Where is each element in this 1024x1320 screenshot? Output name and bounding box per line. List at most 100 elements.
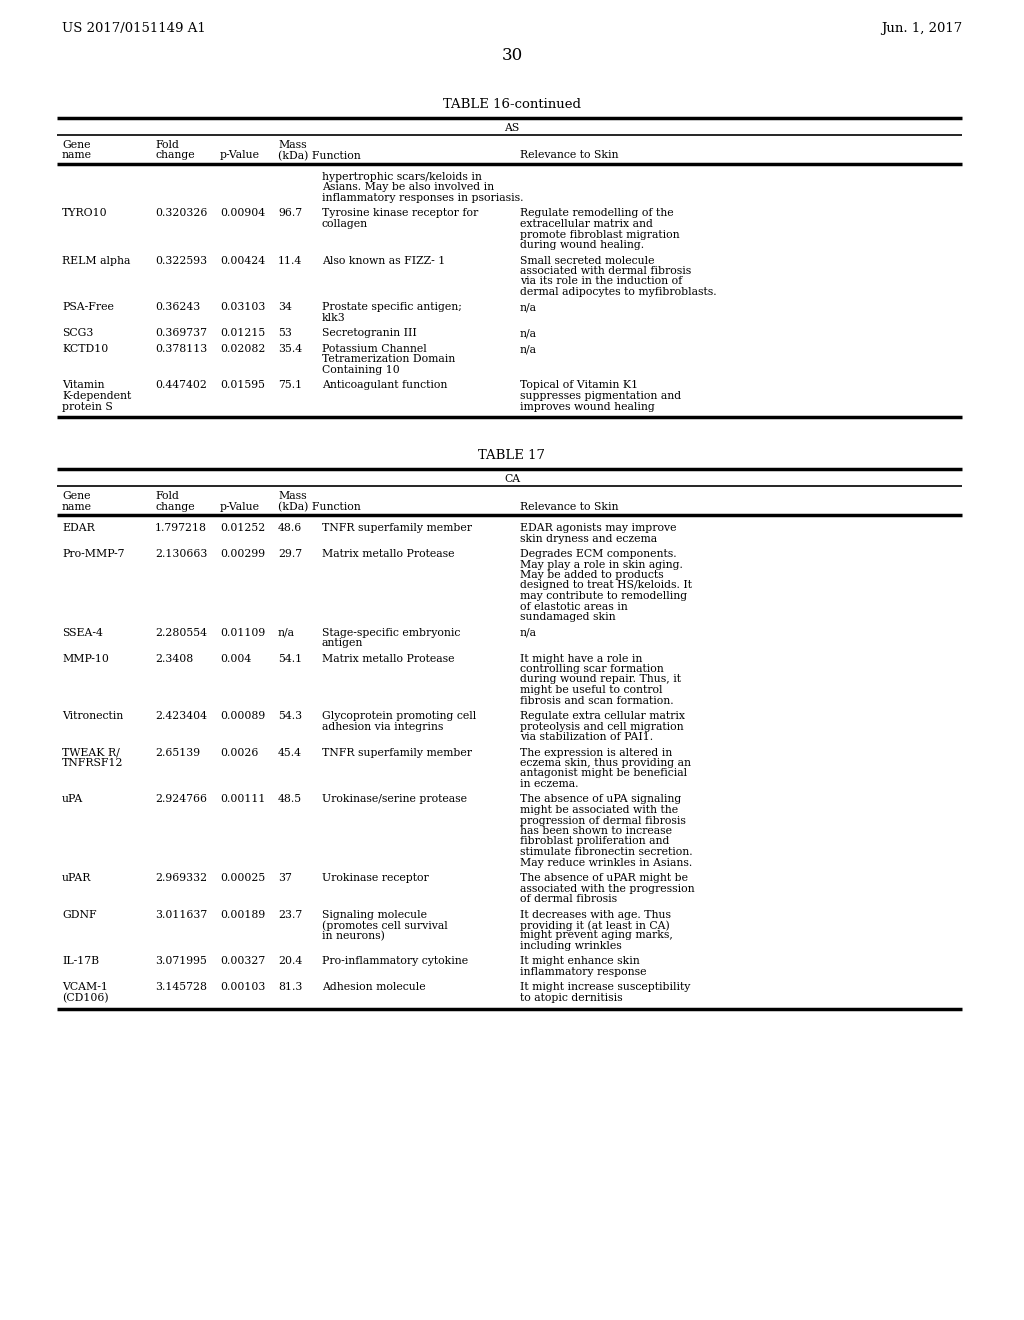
- Text: TYRO10: TYRO10: [62, 209, 108, 219]
- Text: It might have a role in: It might have a role in: [520, 653, 642, 664]
- Text: of elastotic areas in: of elastotic areas in: [520, 602, 628, 611]
- Text: Anticoagulant function: Anticoagulant function: [322, 380, 447, 391]
- Text: 0.01252: 0.01252: [220, 523, 265, 533]
- Text: Secretogranin III: Secretogranin III: [322, 329, 417, 338]
- Text: might be useful to control: might be useful to control: [520, 685, 663, 696]
- Text: eczema skin, thus providing an: eczema skin, thus providing an: [520, 758, 691, 768]
- Text: has been shown to increase: has been shown to increase: [520, 826, 672, 836]
- Text: progression of dermal fibrosis: progression of dermal fibrosis: [520, 816, 686, 825]
- Text: collagen: collagen: [322, 219, 368, 228]
- Text: K-dependent: K-dependent: [62, 391, 131, 401]
- Text: MMP-10: MMP-10: [62, 653, 109, 664]
- Text: Gene: Gene: [62, 140, 90, 150]
- Text: hypertrophic scars/keloids in: hypertrophic scars/keloids in: [322, 172, 482, 182]
- Text: May be added to products: May be added to products: [520, 570, 664, 579]
- Text: Relevance to Skin: Relevance to Skin: [520, 150, 618, 161]
- Text: Glycoprotein promoting cell: Glycoprotein promoting cell: [322, 711, 476, 721]
- Text: Mass: Mass: [278, 140, 306, 150]
- Text: 11.4: 11.4: [278, 256, 302, 265]
- Text: dermal adipocytes to myfibroblasts.: dermal adipocytes to myfibroblasts.: [520, 286, 717, 297]
- Text: 0.369737: 0.369737: [155, 329, 207, 338]
- Text: TNFR superfamily member: TNFR superfamily member: [322, 747, 472, 758]
- Text: 1.797218: 1.797218: [155, 523, 207, 533]
- Text: (kDa) Function: (kDa) Function: [278, 150, 360, 161]
- Text: Vitronectin: Vitronectin: [62, 711, 123, 721]
- Text: fibrosis and scan formation.: fibrosis and scan formation.: [520, 696, 674, 705]
- Text: (promotes cell survival: (promotes cell survival: [322, 920, 447, 931]
- Text: p-Value: p-Value: [220, 502, 260, 511]
- Text: The expression is altered in: The expression is altered in: [520, 747, 672, 758]
- Text: 0.00111: 0.00111: [220, 795, 265, 804]
- Text: may contribute to remodelling: may contribute to remodelling: [520, 591, 687, 601]
- Text: It might enhance skin: It might enhance skin: [520, 957, 640, 966]
- Text: name: name: [62, 502, 92, 511]
- Text: 30: 30: [502, 48, 522, 63]
- Text: (CD106): (CD106): [62, 993, 109, 1003]
- Text: skin dryness and eczema: skin dryness and eczema: [520, 533, 657, 544]
- Text: fibroblast proliferation and: fibroblast proliferation and: [520, 837, 670, 846]
- Text: during wound healing.: during wound healing.: [520, 240, 644, 249]
- Text: Urokinase/serine protease: Urokinase/serine protease: [322, 795, 467, 804]
- Text: Topical of Vitamin K1: Topical of Vitamin K1: [520, 380, 638, 391]
- Text: (kDa) Function: (kDa) Function: [278, 502, 360, 512]
- Text: 0.01215: 0.01215: [220, 329, 265, 338]
- Text: Gene: Gene: [62, 491, 90, 502]
- Text: 2.3408: 2.3408: [155, 653, 194, 664]
- Text: during wound repair. Thus, it: during wound repair. Thus, it: [520, 675, 681, 685]
- Text: 0.00025: 0.00025: [220, 873, 265, 883]
- Text: It might increase susceptibility: It might increase susceptibility: [520, 982, 690, 993]
- Text: change: change: [155, 150, 195, 161]
- Text: n/a: n/a: [520, 345, 537, 354]
- Text: Small secreted molecule: Small secreted molecule: [520, 256, 654, 265]
- Text: Regulate remodelling of the: Regulate remodelling of the: [520, 209, 674, 219]
- Text: Vitamin: Vitamin: [62, 380, 104, 391]
- Text: in eczema.: in eczema.: [520, 779, 579, 789]
- Text: 0.322593: 0.322593: [155, 256, 207, 265]
- Text: uPAR: uPAR: [62, 873, 91, 883]
- Text: associated with the progression: associated with the progression: [520, 883, 694, 894]
- Text: Containing 10: Containing 10: [322, 366, 399, 375]
- Text: 3.011637: 3.011637: [155, 909, 207, 920]
- Text: change: change: [155, 502, 195, 511]
- Text: to atopic dernitisis: to atopic dernitisis: [520, 993, 623, 1003]
- Text: Matrix metallo Protease: Matrix metallo Protease: [322, 549, 455, 558]
- Text: 0.02082: 0.02082: [220, 345, 265, 354]
- Text: SSEA-4: SSEA-4: [62, 627, 102, 638]
- Text: n/a: n/a: [520, 302, 537, 313]
- Text: via its role in the induction of: via its role in the induction of: [520, 276, 682, 286]
- Text: antagonist might be beneficial: antagonist might be beneficial: [520, 768, 687, 779]
- Text: TABLE 17: TABLE 17: [478, 449, 546, 462]
- Text: providing it (at least in CA): providing it (at least in CA): [520, 920, 670, 931]
- Text: adhesion via integrins: adhesion via integrins: [322, 722, 443, 731]
- Text: promote fibroblast migration: promote fibroblast migration: [520, 230, 680, 239]
- Text: 45.4: 45.4: [278, 747, 302, 758]
- Text: Prostate specific antigen;: Prostate specific antigen;: [322, 302, 462, 313]
- Text: 53: 53: [278, 329, 292, 338]
- Text: Also known as FIZZ- 1: Also known as FIZZ- 1: [322, 256, 445, 265]
- Text: extracellular matrix and: extracellular matrix and: [520, 219, 653, 228]
- Text: 2.130663: 2.130663: [155, 549, 208, 558]
- Text: Degrades ECM components.: Degrades ECM components.: [520, 549, 677, 558]
- Text: associated with dermal fibrosis: associated with dermal fibrosis: [520, 267, 691, 276]
- Text: 2.969332: 2.969332: [155, 873, 207, 883]
- Text: protein S: protein S: [62, 401, 113, 412]
- Text: Tyrosine kinase receptor for: Tyrosine kinase receptor for: [322, 209, 478, 219]
- Text: including wrinkles: including wrinkles: [520, 941, 622, 950]
- Text: sundamaged skin: sundamaged skin: [520, 612, 615, 622]
- Text: 2.280554: 2.280554: [155, 627, 207, 638]
- Text: Asians. May be also involved in: Asians. May be also involved in: [322, 182, 495, 193]
- Text: May reduce wrinkles in Asians.: May reduce wrinkles in Asians.: [520, 858, 692, 867]
- Text: 2.65139: 2.65139: [155, 747, 200, 758]
- Text: 35.4: 35.4: [278, 345, 302, 354]
- Text: 23.7: 23.7: [278, 909, 302, 920]
- Text: 0.447402: 0.447402: [155, 380, 207, 391]
- Text: Fold: Fold: [155, 140, 179, 150]
- Text: 48.5: 48.5: [278, 795, 302, 804]
- Text: stimulate fibronectin secretion.: stimulate fibronectin secretion.: [520, 847, 692, 857]
- Text: CA: CA: [504, 474, 520, 484]
- Text: 3.145728: 3.145728: [155, 982, 207, 993]
- Text: 75.1: 75.1: [278, 380, 302, 391]
- Text: 2.924766: 2.924766: [155, 795, 207, 804]
- Text: 0.03103: 0.03103: [220, 302, 265, 313]
- Text: Relevance to Skin: Relevance to Skin: [520, 502, 618, 511]
